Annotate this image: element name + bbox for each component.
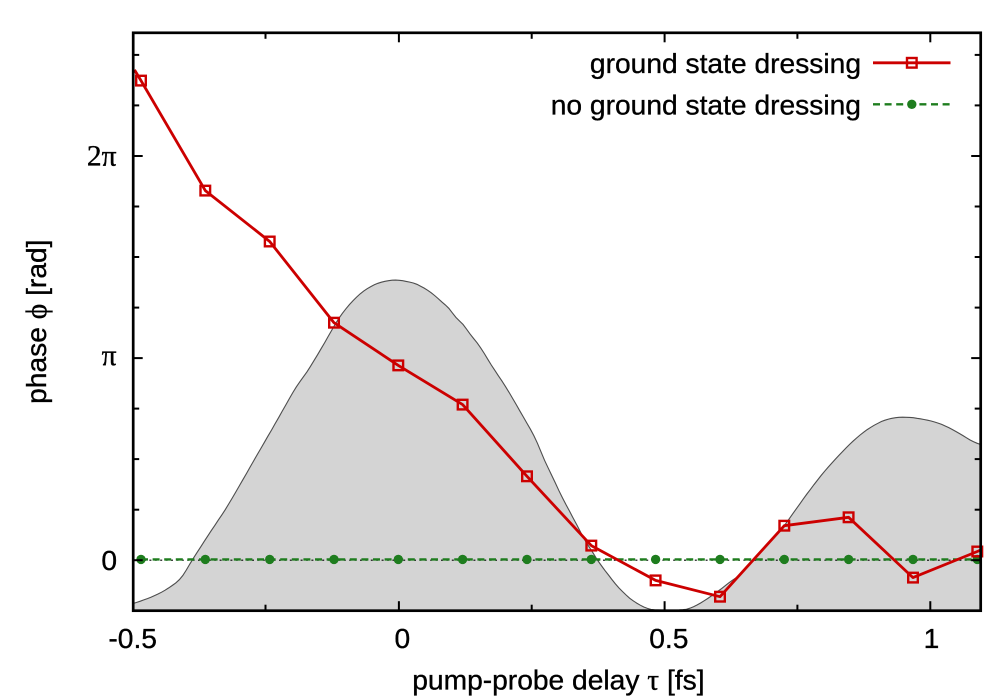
svg-text:0.5: 0.5 xyxy=(649,622,688,654)
svg-text:no ground state dressing: no ground state dressing xyxy=(551,88,861,120)
svg-text:ground state dressing: ground state dressing xyxy=(590,47,861,79)
svg-text:π: π xyxy=(102,340,117,372)
svg-text:1: 1 xyxy=(924,622,940,654)
svg-text:pump-probe delay τ [fs]: pump-probe delay τ [fs] xyxy=(412,664,704,697)
svg-text:-0.5: -0.5 xyxy=(108,622,157,654)
svg-text:2π: 2π xyxy=(87,140,117,172)
svg-text:0: 0 xyxy=(394,622,410,654)
svg-text:phase ϕ [rad]: phase ϕ [rad] xyxy=(20,239,53,403)
svg-text:0: 0 xyxy=(101,544,117,576)
